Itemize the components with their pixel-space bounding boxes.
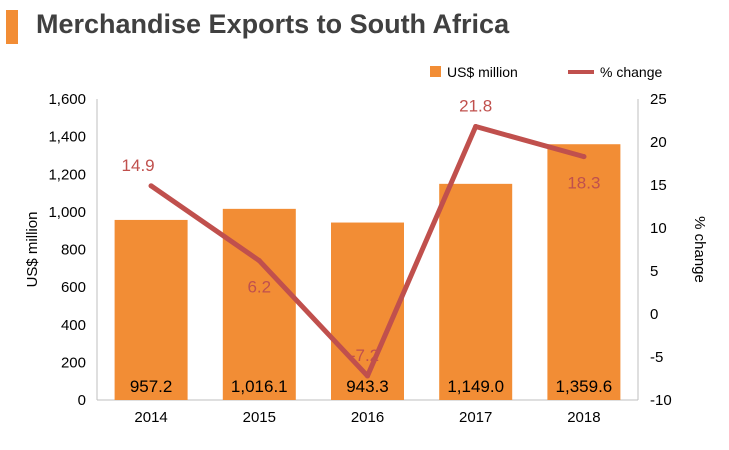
left-tick-label: 1,000 xyxy=(48,204,86,221)
line-point xyxy=(473,124,479,130)
right-tick-label: 25 xyxy=(650,91,667,108)
chart-title: Merchandise Exports to South Africa xyxy=(36,9,510,39)
line-data-label: 6.2 xyxy=(247,278,271,297)
line-series xyxy=(148,124,587,379)
left-tick-label: 800 xyxy=(61,242,86,259)
bar xyxy=(547,144,621,400)
right-tick-label: -10 xyxy=(650,392,672,409)
legend-line-label: % change xyxy=(600,64,662,80)
x-tick-label: 2017 xyxy=(459,409,492,426)
line-data-label: 14.9 xyxy=(122,156,155,175)
right-tick-label: -5 xyxy=(650,349,663,366)
right-tick-label: 5 xyxy=(650,263,658,280)
bar-data-labels: 957.2 1,016.1 943.3 1,149.0 1,359.6 xyxy=(130,377,612,396)
line-point xyxy=(581,154,587,160)
line-data-labels: 14.9 6.2 -7.2 21.8 18.3 xyxy=(122,97,601,365)
x-tick-label: 2018 xyxy=(567,409,600,426)
title-accent-bar xyxy=(6,10,18,44)
x-tick-label: 2016 xyxy=(351,409,384,426)
left-tick-label: 0 xyxy=(78,392,86,409)
legend: US$ million % change xyxy=(430,64,662,80)
line-point xyxy=(256,258,262,264)
left-tick-label: 1,200 xyxy=(48,166,86,183)
left-tick-label: 400 xyxy=(61,317,86,334)
axes: 0 200 400 600 800 1,000 1,200 1,400 1,600 -10 -5 0 5… xyxy=(24,91,708,426)
bar xyxy=(439,183,513,400)
line-data-label: 18.3 xyxy=(567,174,600,193)
line-point xyxy=(365,373,370,379)
line-data-label: 21.8 xyxy=(459,97,492,116)
left-tick-label: 200 xyxy=(61,354,86,371)
right-tick-label: 10 xyxy=(650,220,667,237)
right-tick-label: 15 xyxy=(650,177,667,194)
bar-data-label: 943.3 xyxy=(346,377,389,396)
bar xyxy=(114,219,188,400)
x-tick-label: 2015 xyxy=(243,409,276,426)
left-tick-label: 1,400 xyxy=(48,129,86,146)
bar xyxy=(222,208,296,400)
legend-bar-swatch xyxy=(430,66,441,77)
bar-data-label: 957.2 xyxy=(130,377,173,396)
legend-bar-label: US$ million xyxy=(447,64,518,80)
bar-data-label: 1,359.6 xyxy=(556,377,613,396)
line-point xyxy=(148,183,154,189)
right-tick-label: 20 xyxy=(650,134,667,151)
right-tick-label: 0 xyxy=(650,306,658,323)
x-tick-label: 2014 xyxy=(134,409,167,426)
left-axis-title: US$ million xyxy=(24,212,41,288)
bar-data-label: 1,016.1 xyxy=(231,377,288,396)
bar-series xyxy=(114,144,621,400)
bar-data-label: 1,149.0 xyxy=(447,377,504,396)
right-axis-title: % change xyxy=(691,216,708,283)
left-tick-label: 600 xyxy=(61,279,86,296)
left-tick-label: 1,600 xyxy=(48,91,86,108)
line-data-label: -7.2 xyxy=(350,346,379,365)
